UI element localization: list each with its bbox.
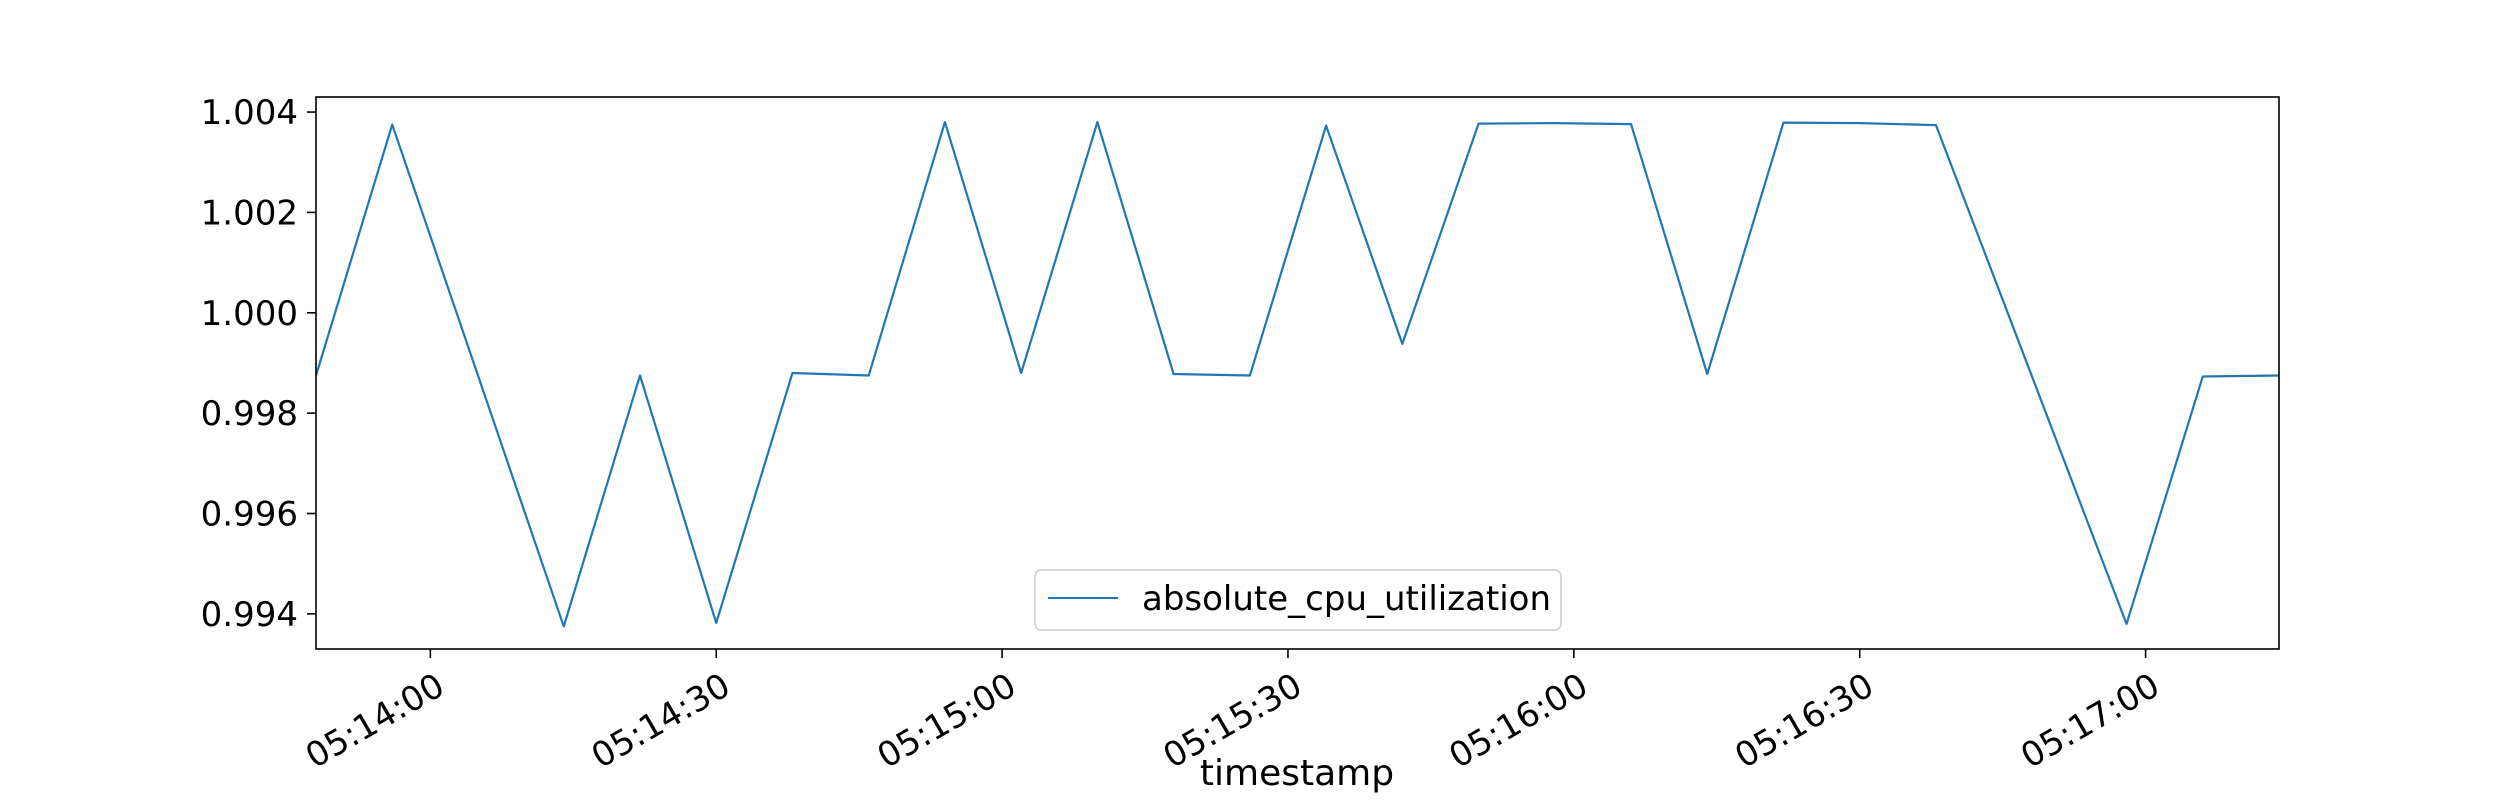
series-line-0 [314, 120, 2280, 628]
y-tick-label: 0.998 [201, 394, 298, 434]
x-tick-label: 05:14:00 [299, 666, 451, 777]
y-axis: 0.994 0.996 0.998 1.000 1.002 1.004 [201, 93, 316, 635]
plot-frame [315, 96, 2280, 650]
x-axis-title: timestamp [1200, 753, 1394, 794]
legend: absolute_cpu_utilization [1034, 569, 1562, 631]
y-tick-label: 1.004 [201, 93, 298, 133]
y-tick-label: 1.002 [201, 193, 298, 233]
y-tick-label: 0.996 [201, 495, 298, 535]
series-layer [314, 120, 2280, 628]
plot-area [316, 97, 2279, 649]
legend-box [1034, 569, 1562, 631]
x-tick-label: 05:16:00 [1442, 666, 1594, 777]
x-tick-label: 05:14:30 [585, 666, 737, 777]
y-tick-label: 1.000 [201, 294, 298, 334]
x-tick-label: 05:17:00 [2014, 666, 2166, 777]
y-tick-label: 0.994 [201, 595, 298, 635]
x-tick-label: 05:15:00 [871, 666, 1023, 777]
x-tick-label: 05:16:30 [1728, 666, 1880, 777]
legend-entry-label: absolute_cpu_utilization [1142, 579, 1551, 619]
